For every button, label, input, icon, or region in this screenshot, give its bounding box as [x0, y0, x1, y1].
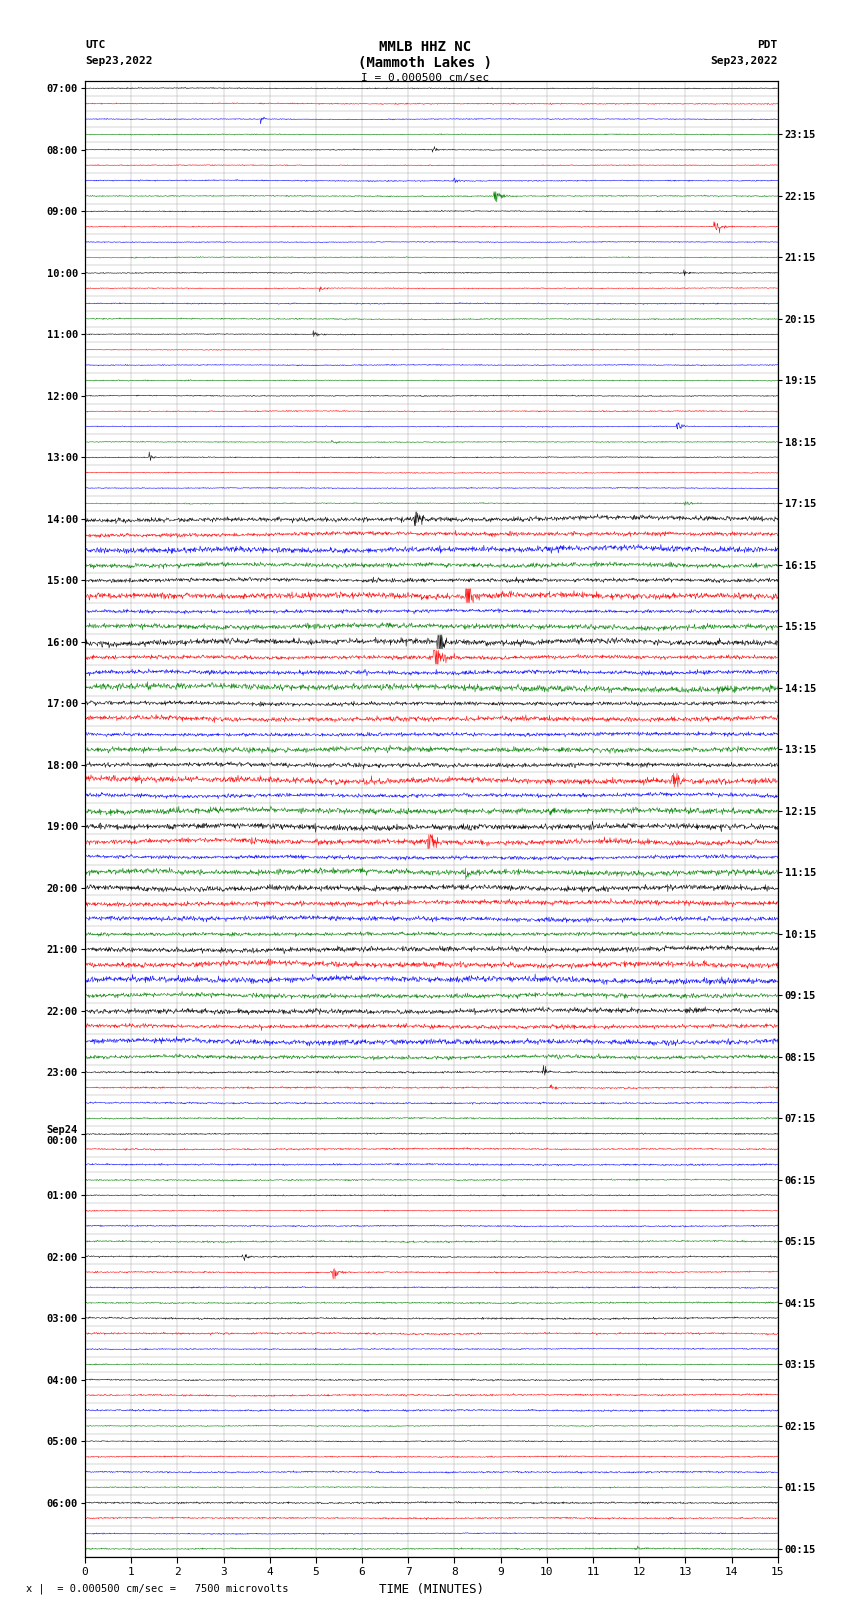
Text: (Mammoth Lakes ): (Mammoth Lakes )	[358, 56, 492, 71]
Text: x |  = 0.000500 cm/sec =   7500 microvolts: x | = 0.000500 cm/sec = 7500 microvolts	[26, 1582, 288, 1594]
Text: Sep23,2022: Sep23,2022	[711, 56, 778, 66]
Text: UTC: UTC	[85, 40, 105, 50]
Text: I = 0.000500 cm/sec: I = 0.000500 cm/sec	[361, 73, 489, 82]
Text: MMLB HHZ NC: MMLB HHZ NC	[379, 40, 471, 55]
X-axis label: TIME (MINUTES): TIME (MINUTES)	[379, 1582, 484, 1595]
Text: PDT: PDT	[757, 40, 778, 50]
Text: Sep23,2022: Sep23,2022	[85, 56, 152, 66]
